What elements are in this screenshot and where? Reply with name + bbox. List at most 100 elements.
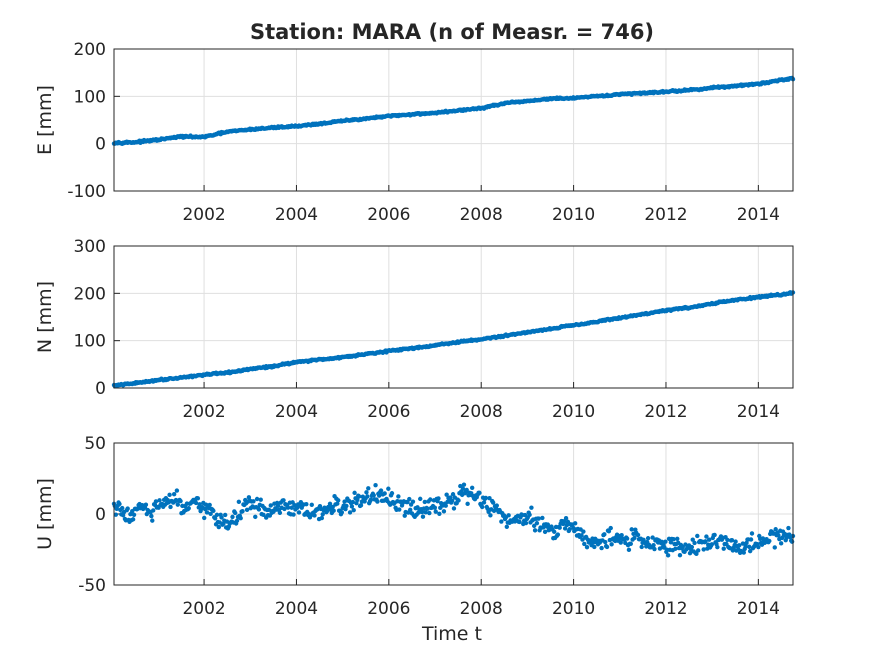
data-point — [748, 537, 754, 542]
data-point — [639, 544, 644, 550]
data-point — [246, 495, 252, 500]
data-point — [358, 503, 364, 508]
data-point — [178, 498, 183, 504]
data-point — [481, 500, 487, 505]
data-point — [608, 525, 613, 531]
data-point — [386, 486, 391, 491]
data-point — [531, 523, 537, 529]
y-axis-label-U: U [mm] — [34, 478, 56, 550]
data-point — [131, 512, 137, 517]
data-point — [253, 514, 258, 520]
data-point — [536, 516, 541, 521]
data-point — [171, 492, 177, 497]
data-point — [458, 483, 463, 489]
data-point — [592, 544, 597, 550]
data-point — [451, 506, 457, 511]
data-point — [687, 551, 693, 556]
data-point — [740, 541, 746, 546]
data-point — [349, 504, 355, 509]
x-tick-label: 2008 — [460, 599, 503, 619]
y-tick-label: 0 — [95, 135, 106, 155]
data-point — [464, 487, 469, 493]
x-tick-label: 2002 — [182, 205, 225, 225]
data-point — [202, 515, 207, 521]
data-point — [402, 513, 407, 518]
x-tick-label: 2014 — [737, 402, 780, 422]
data-point — [207, 502, 212, 508]
data-point — [741, 550, 746, 555]
y-tick-label: -50 — [78, 576, 106, 596]
data-point — [651, 542, 656, 548]
data-point — [149, 513, 154, 519]
data-point — [234, 518, 240, 523]
x-axis-label: Time t — [421, 623, 482, 645]
data-point — [628, 541, 633, 547]
data-point — [396, 494, 401, 499]
data-point — [715, 544, 720, 550]
data-point — [230, 514, 235, 520]
data-point — [523, 520, 529, 526]
data-point — [602, 532, 607, 537]
data-point — [285, 505, 291, 510]
data-point — [626, 547, 632, 553]
data-point — [709, 542, 715, 547]
data-point — [309, 502, 314, 507]
data-point — [477, 490, 482, 496]
data-point — [696, 548, 701, 553]
data-point — [737, 543, 742, 548]
data-point — [704, 534, 709, 539]
data-point — [635, 532, 641, 538]
x-tick-label: 2004 — [275, 599, 318, 619]
data-point — [632, 535, 637, 541]
data-point — [663, 539, 668, 544]
data-point — [423, 510, 428, 515]
data-point — [461, 482, 467, 487]
data-point — [786, 525, 791, 531]
data-point — [236, 499, 242, 504]
data-point — [487, 496, 492, 501]
data-point — [356, 494, 362, 499]
data-point — [480, 504, 485, 510]
data-point — [441, 509, 447, 514]
data-point — [233, 510, 238, 516]
data-point — [428, 497, 433, 502]
data-point — [117, 501, 122, 507]
data-point — [695, 533, 700, 539]
data-point — [167, 492, 172, 498]
data-point — [675, 536, 680, 541]
data-point — [542, 529, 548, 535]
x-tick-label: 2004 — [275, 402, 318, 422]
data-point — [743, 544, 748, 549]
data-point — [609, 542, 614, 547]
data-point — [579, 533, 584, 538]
data-point — [389, 491, 395, 496]
data-point — [208, 511, 213, 517]
data-point — [488, 513, 493, 518]
data-point — [197, 502, 202, 507]
series-U — [111, 482, 796, 558]
data-point — [319, 515, 325, 521]
data-point — [729, 538, 735, 543]
data-point — [366, 486, 371, 491]
data-point — [532, 528, 538, 533]
data-point — [527, 512, 532, 518]
data-point — [211, 508, 216, 514]
data-point — [494, 503, 499, 508]
data-point — [365, 494, 370, 499]
data-point — [277, 510, 283, 515]
data-point — [563, 516, 569, 521]
data-point — [772, 545, 777, 550]
data-point — [776, 533, 781, 538]
data-point — [344, 503, 349, 509]
data-point — [436, 496, 441, 501]
data-point — [408, 507, 413, 513]
data-point — [244, 507, 250, 513]
data-point — [668, 540, 674, 545]
data-point — [490, 500, 496, 505]
series-E — [111, 75, 796, 147]
data-point — [683, 542, 688, 547]
data-point — [153, 499, 159, 504]
data-point — [701, 547, 706, 552]
data-point — [289, 505, 294, 510]
data-point — [706, 537, 712, 542]
